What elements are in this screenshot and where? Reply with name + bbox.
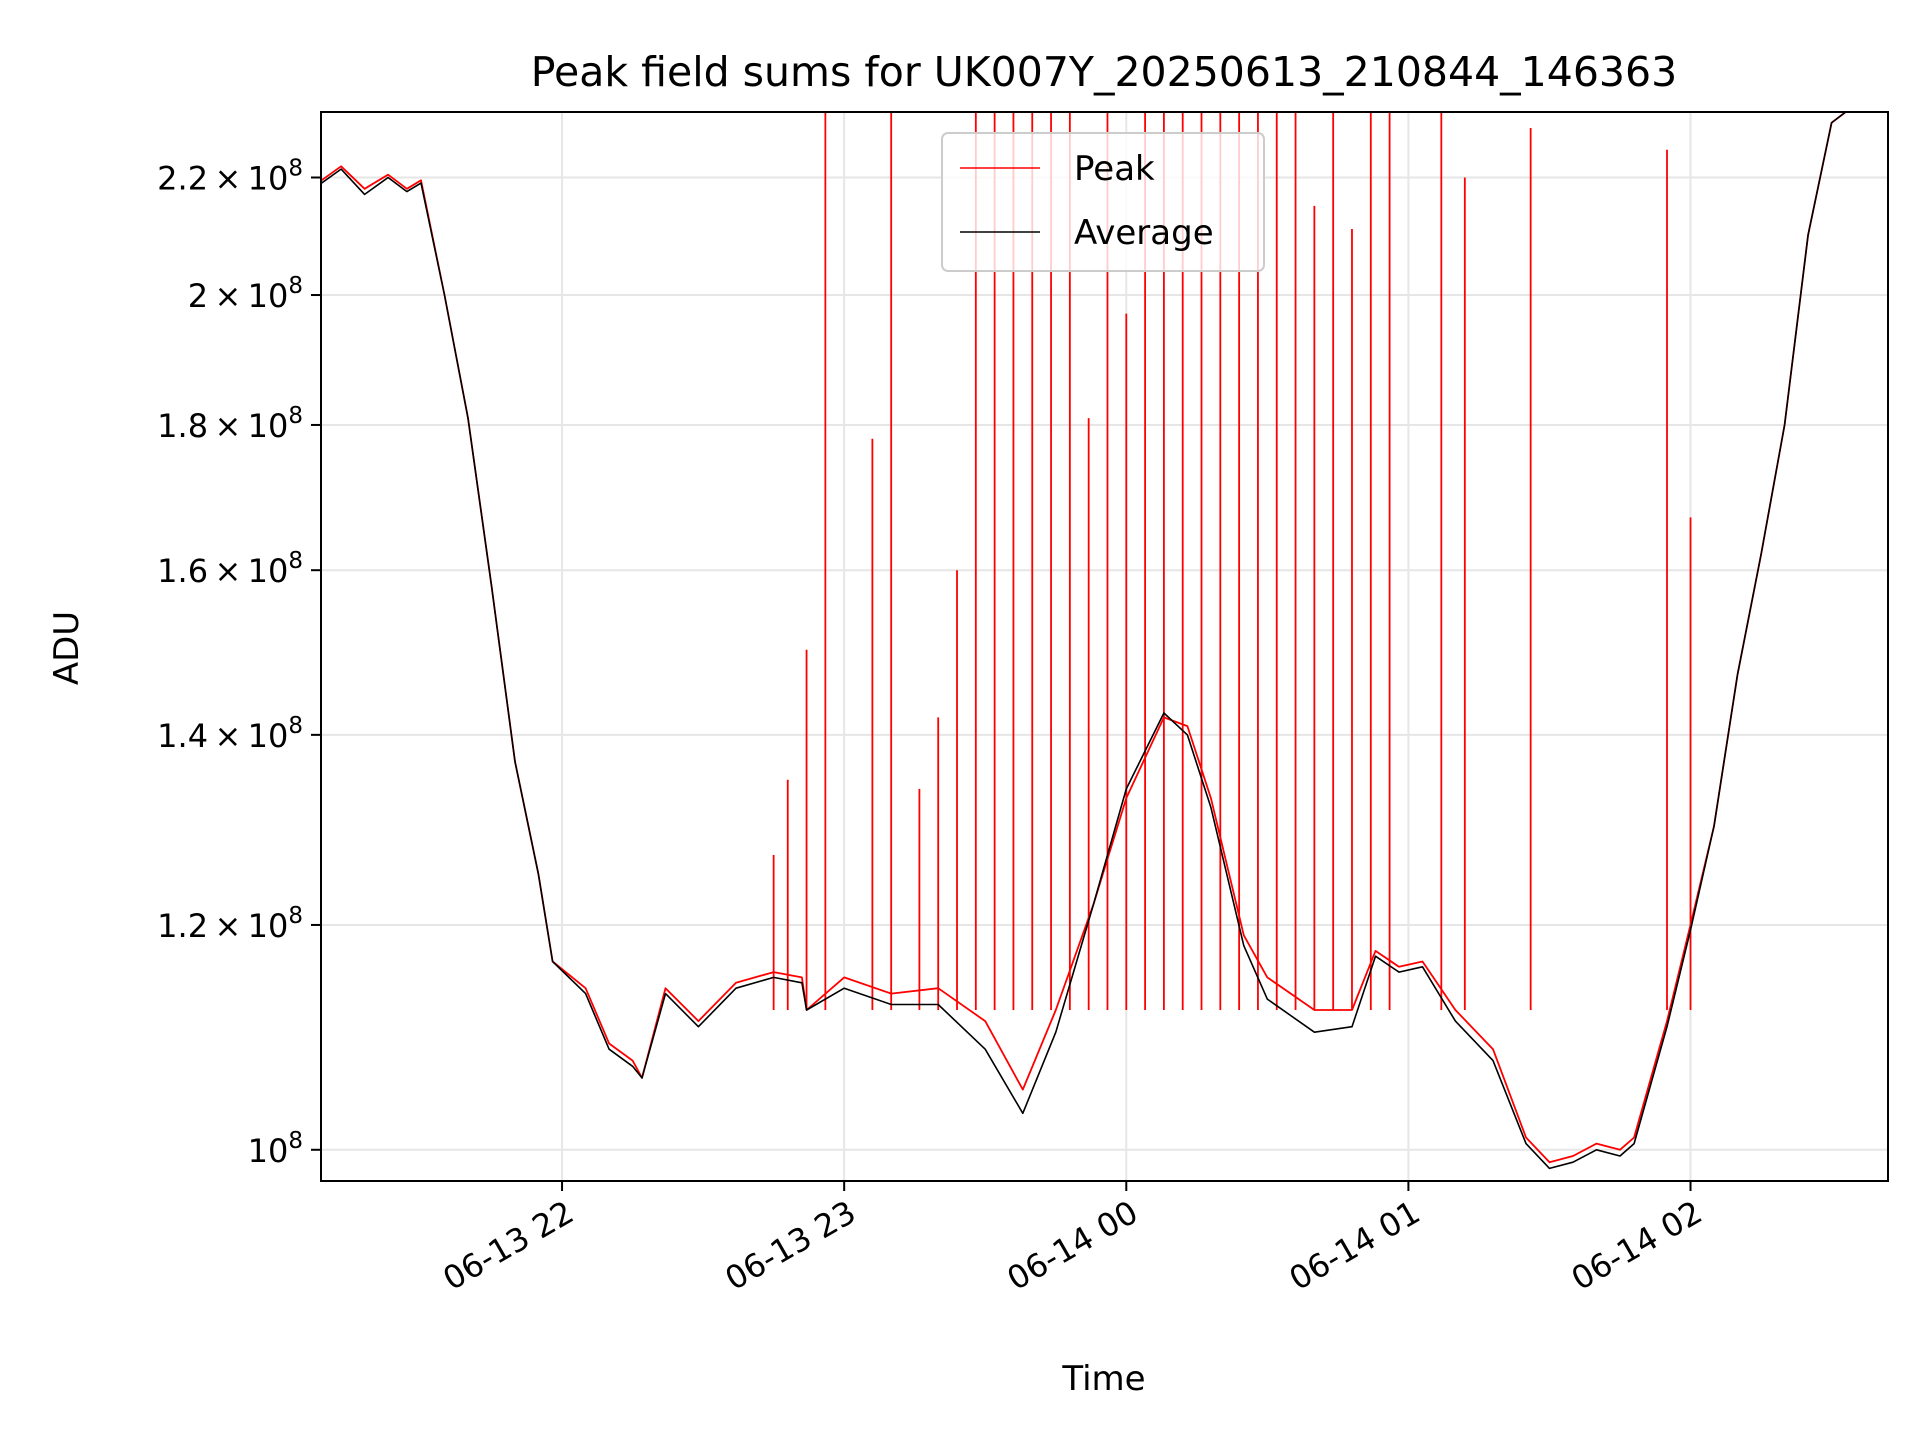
legend-label-average: Average bbox=[1074, 213, 1214, 253]
y-tick-label: 1.2 × 108 bbox=[157, 903, 303, 945]
y-tick-label: 1.8 × 108 bbox=[157, 403, 303, 445]
plot-frame bbox=[320, 111, 1889, 1182]
y-axis-label: ADU bbox=[47, 611, 87, 685]
y-tick-label: 1.4 × 108 bbox=[157, 713, 303, 755]
chart-title: Peak field sums for UK007Y_20250613_2108… bbox=[531, 48, 1677, 96]
legend-label-peak: Peak bbox=[1074, 149, 1155, 189]
legend: Peak Average bbox=[941, 132, 1265, 272]
y-tick-label: 2.2 × 108 bbox=[157, 155, 303, 197]
y-tick-label: 2 × 108 bbox=[188, 273, 303, 315]
x-axis-label: Time bbox=[1061, 1359, 1145, 1399]
y-tick-label: 1.6 × 108 bbox=[157, 548, 303, 590]
series-line-average bbox=[321, 112, 1847, 1170]
y-axis: 108 1.2 × 108 1.4 × 108 1.6 × 108 1.8 × 108 2… bbox=[157, 155, 321, 1170]
y-tick-label: 108 bbox=[248, 1128, 303, 1170]
